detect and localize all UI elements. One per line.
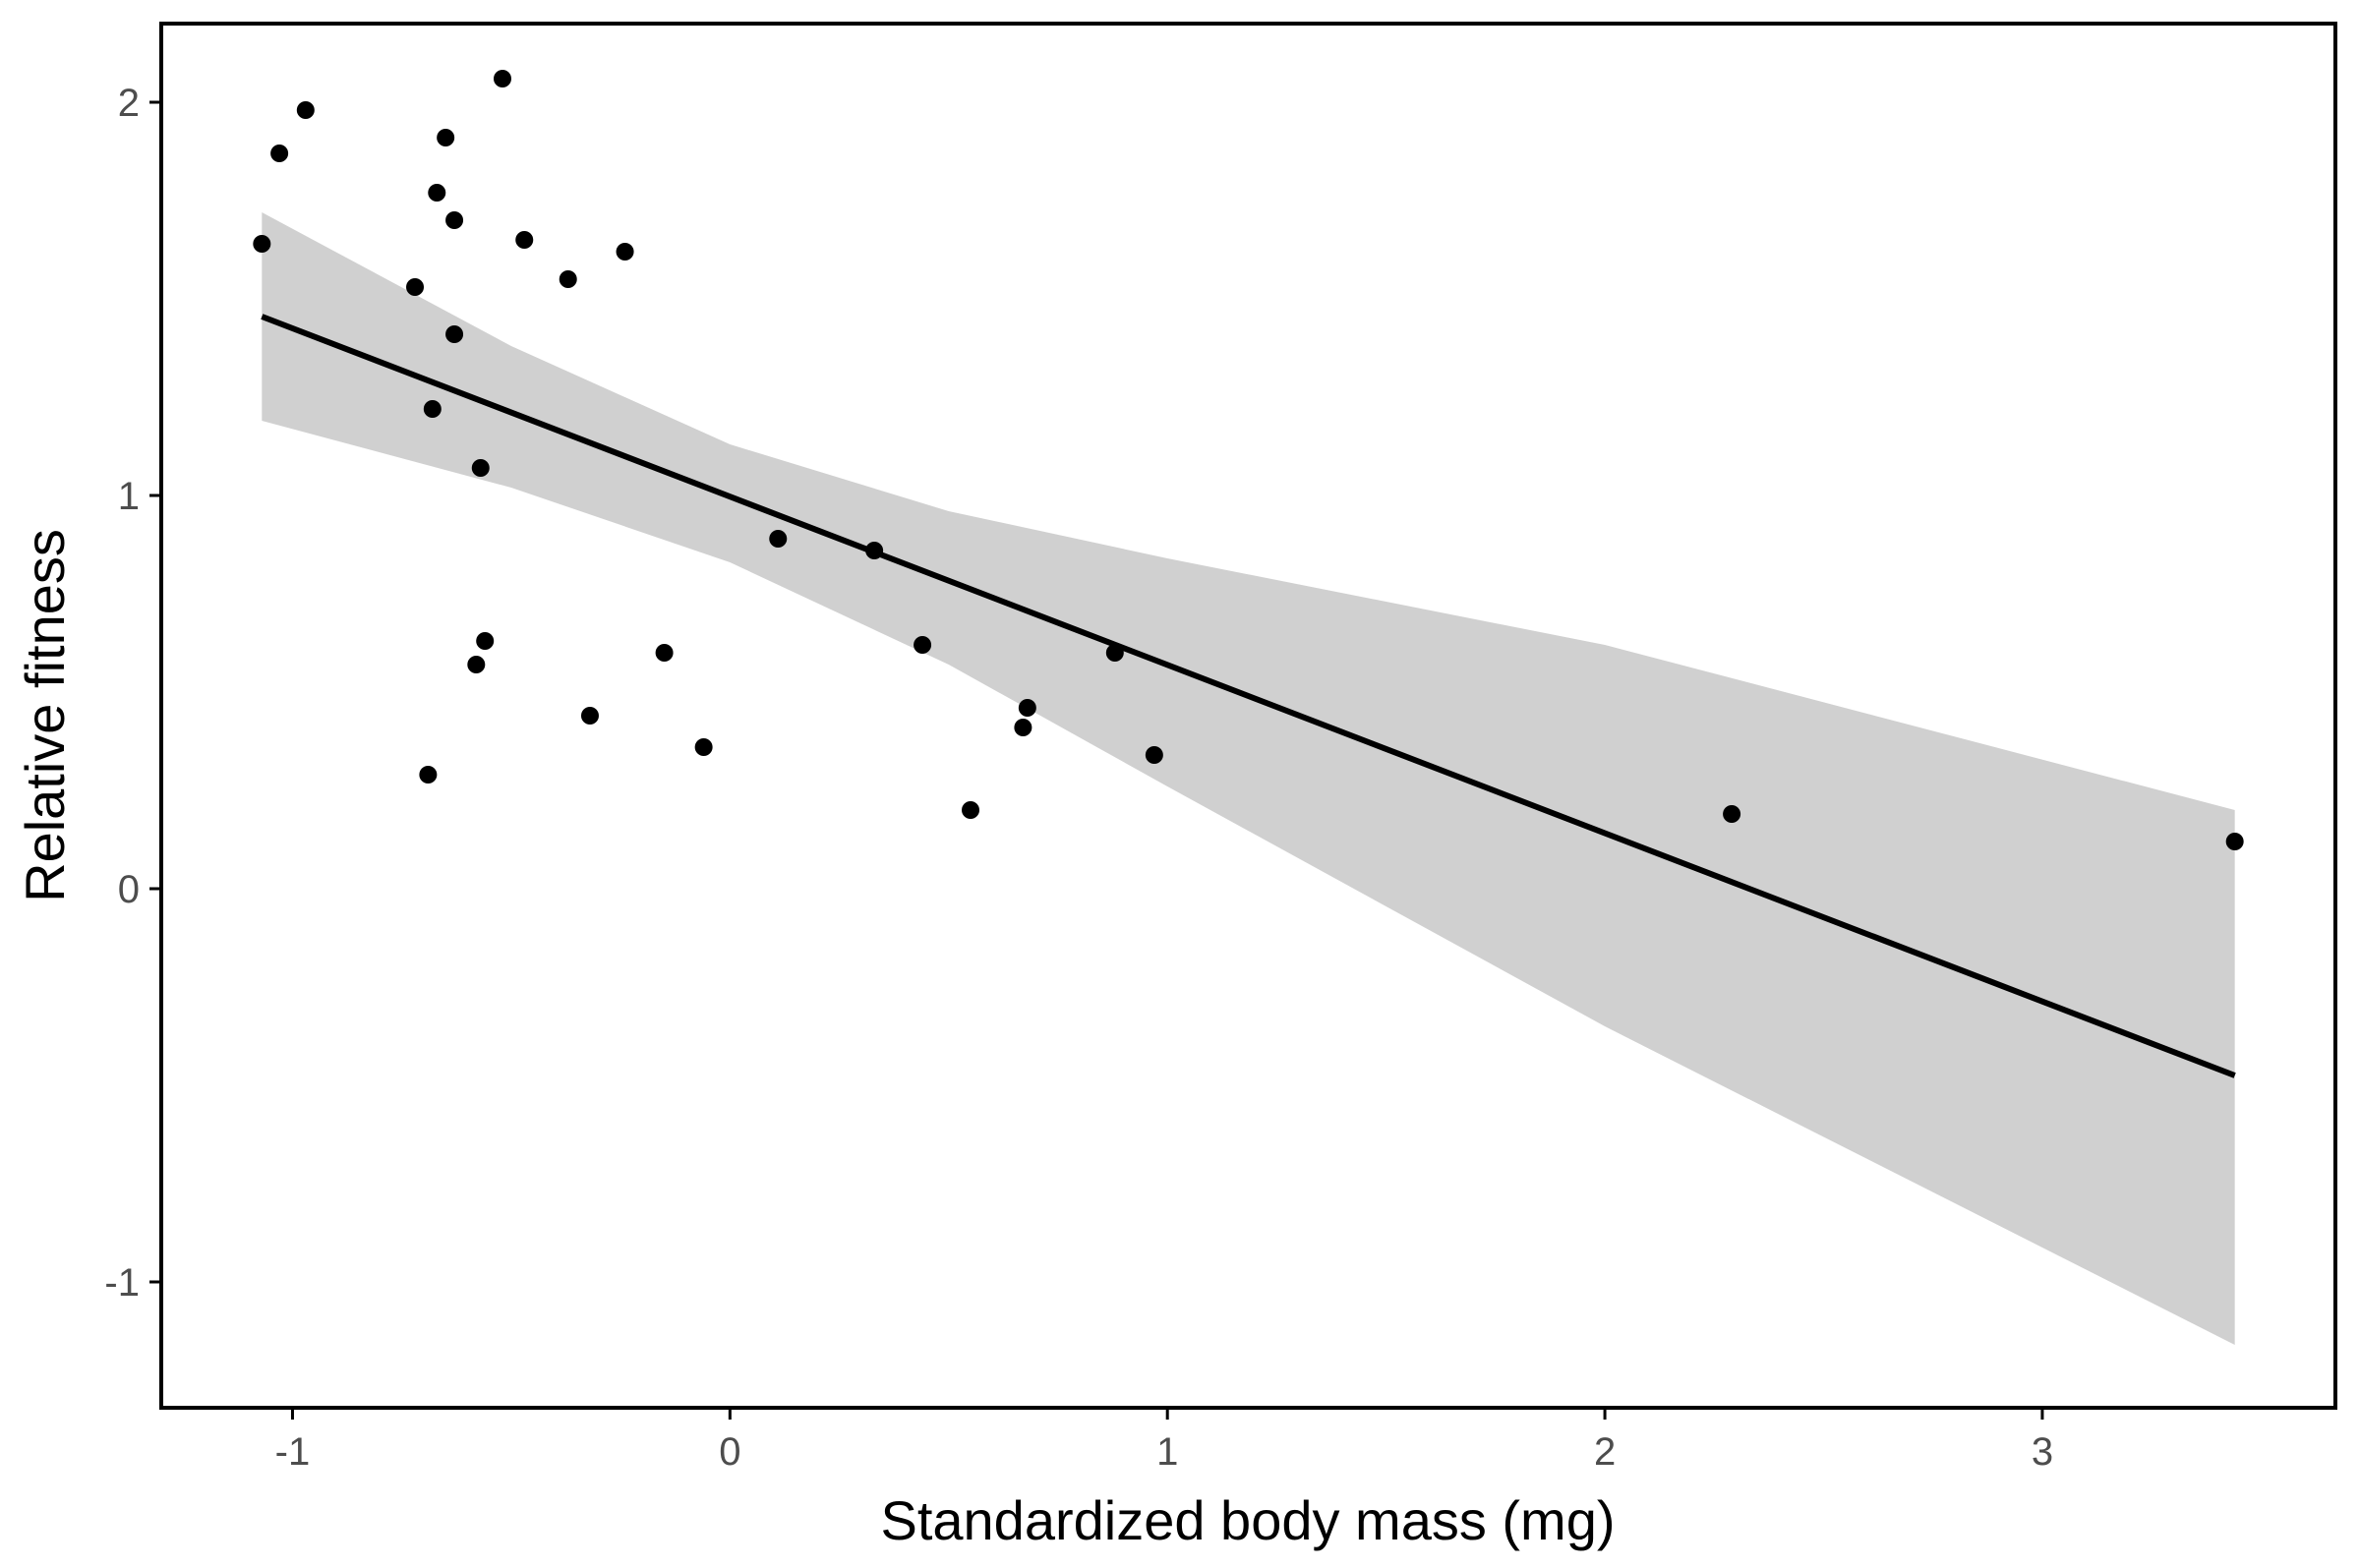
data-point [445,325,464,343]
x-axis-ticks: -1 0 1 2 3 [275,1408,2053,1474]
data-point [406,278,425,296]
data-point [1018,699,1036,717]
data-point [515,231,534,249]
confidence-band [262,212,2235,1345]
data-point [493,70,511,87]
data-point [476,632,495,650]
data-point [616,243,634,261]
data-point [1145,746,1163,764]
y-axis-title: Relative fitness [14,529,76,902]
data-point [580,707,599,725]
data-point [962,801,980,819]
data-point [769,530,788,548]
data-point [445,211,464,229]
data-point [694,738,713,756]
fit-line-layer [261,314,2236,1078]
x-tick-label: 0 [719,1430,740,1474]
data-point [2225,833,2244,850]
y-tick-label: 1 [118,475,140,518]
data-point [914,636,932,654]
data-point [419,766,438,784]
x-tick-label: 2 [1594,1430,1616,1474]
y-axis-ticks: -1 0 1 2 [104,82,161,1305]
y-tick-label: 2 [118,82,140,125]
data-point [428,184,446,202]
data-point [423,400,442,418]
y-tick-label: 0 [118,868,140,911]
data-point [559,270,577,288]
data-point [655,644,674,662]
data-point [296,101,315,119]
data-point [1014,719,1032,736]
data-point [437,129,455,146]
x-axis-title: Standardized body mass (mg) [880,1489,1615,1551]
x-tick-label: 1 [1156,1430,1178,1474]
x-tick-label: 3 [2032,1430,2053,1474]
data-point [270,145,289,162]
confidence-band-layer [262,212,2235,1345]
plot-border [159,22,2337,1410]
data-point [1723,805,1741,823]
data-point [865,542,884,559]
data-point [253,235,271,253]
x-tick-label: -1 [275,1430,311,1474]
data-points-layer [253,70,2244,850]
regression-line [261,314,2236,1078]
data-point [467,656,486,673]
y-tick-label: -1 [104,1261,140,1305]
data-point [1105,644,1124,662]
data-point [471,459,490,477]
